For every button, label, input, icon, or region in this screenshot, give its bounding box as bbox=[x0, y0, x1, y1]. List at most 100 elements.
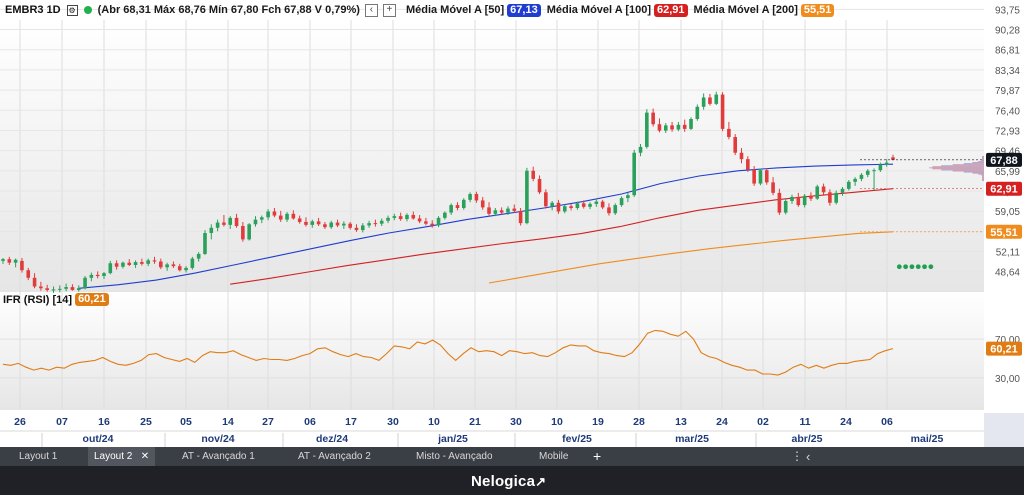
more-options-icon[interactable]: ⋮ bbox=[791, 449, 803, 463]
rsi-tick-label: 70,00 bbox=[995, 335, 1020, 346]
price-tick-label: 76,40 bbox=[995, 106, 1020, 117]
symbol-label[interactable]: EMBR3 1D bbox=[5, 4, 61, 16]
candle-body bbox=[241, 226, 245, 240]
candle-body bbox=[367, 223, 371, 226]
price-tick-label: 79,87 bbox=[995, 86, 1020, 97]
candle-body bbox=[89, 274, 94, 278]
candle-body bbox=[392, 216, 397, 218]
candle-body bbox=[342, 223, 346, 226]
tab-layout-1[interactable]: Layout 1 bbox=[19, 451, 58, 462]
tab-at-avancado-1[interactable]: AT - Avançado 1 bbox=[182, 451, 255, 462]
tab-mobile[interactable]: Mobile bbox=[539, 451, 569, 462]
price-tick-label: 86,81 bbox=[995, 46, 1020, 57]
ma200-value: 55,51 bbox=[800, 3, 835, 17]
candle-body bbox=[184, 267, 188, 271]
candle-body bbox=[114, 263, 119, 267]
price-pane-bg bbox=[0, 20, 984, 290]
candle-body bbox=[373, 223, 378, 225]
candle-body bbox=[632, 152, 637, 196]
candle-body bbox=[701, 97, 706, 107]
add-indicator-icon[interactable]: + bbox=[382, 3, 396, 17]
price-tick-label: 48,64 bbox=[995, 268, 1020, 279]
axis-corner bbox=[984, 413, 1024, 447]
candle-body bbox=[809, 195, 813, 199]
candle-body bbox=[663, 125, 668, 131]
candle-body bbox=[815, 186, 820, 199]
brand-name: Nelogica bbox=[471, 473, 536, 490]
scroll-left-icon[interactable]: ‹ bbox=[806, 449, 811, 464]
candle-body bbox=[569, 206, 573, 208]
price-tag bbox=[986, 224, 1022, 239]
day-tick-label: 17 bbox=[345, 416, 357, 428]
live-status-icon bbox=[83, 6, 92, 14]
day-tick-label: 11 bbox=[799, 416, 810, 428]
candle-body bbox=[316, 221, 321, 225]
candle-body bbox=[638, 146, 643, 153]
candle-body bbox=[310, 221, 315, 225]
candle-body bbox=[209, 227, 214, 233]
ma50-label: Média Móvel A [50] bbox=[405, 4, 505, 16]
signal-dot bbox=[903, 264, 909, 270]
candle-body bbox=[613, 205, 618, 214]
candle-body bbox=[278, 215, 283, 220]
candle-body bbox=[171, 264, 176, 267]
candle-body bbox=[133, 262, 138, 265]
ma100-label: Média Móvel A [100] bbox=[546, 4, 652, 16]
ohlc-readout: (Abr 68,31 Máx 68,76 Mín 67,80 Fch 67,88… bbox=[97, 4, 360, 16]
price-tick-label: 93,75 bbox=[995, 5, 1020, 16]
rsi-tag-text: 60,21 bbox=[990, 344, 1018, 356]
candle-body bbox=[872, 170, 876, 172]
candle-body bbox=[121, 262, 125, 267]
candle-body bbox=[159, 261, 163, 268]
candle-body bbox=[544, 192, 548, 207]
signal-dot bbox=[896, 264, 902, 270]
candle-body bbox=[259, 217, 264, 220]
tab-layout-2[interactable]: Layout 2 ✕ bbox=[88, 447, 156, 466]
price-tag-text: 55,51 bbox=[990, 227, 1018, 239]
candle-body bbox=[424, 221, 428, 224]
tab-misto-avancado[interactable]: Misto - Avançado bbox=[416, 451, 493, 462]
candle-body bbox=[752, 169, 756, 184]
candle-body bbox=[657, 124, 662, 131]
candle-body bbox=[758, 170, 763, 184]
candle-body bbox=[26, 270, 31, 278]
candle-body bbox=[146, 260, 150, 264]
day-tick-label: 25 bbox=[140, 416, 152, 428]
candle-body bbox=[499, 210, 504, 213]
signal-dot bbox=[909, 264, 915, 270]
tab-at-avancado-2[interactable]: AT - Avançado 2 bbox=[298, 451, 371, 462]
candle-body bbox=[177, 266, 182, 271]
day-tick-label: 05 bbox=[180, 416, 192, 428]
candle-body bbox=[796, 196, 801, 206]
candle-body bbox=[228, 217, 233, 225]
candle-body bbox=[783, 201, 788, 213]
month-tick-label: out/24 bbox=[83, 433, 114, 445]
candle-body bbox=[537, 178, 542, 193]
candle-body bbox=[272, 211, 277, 216]
rsi-value: 60,21 bbox=[75, 293, 109, 306]
candle-body bbox=[727, 128, 731, 138]
price-tick-label: 90,28 bbox=[995, 26, 1020, 37]
candle-body bbox=[859, 174, 864, 179]
ma200-label: Média Móvel A [200] bbox=[693, 4, 798, 16]
close-tab-icon[interactable]: ✕ bbox=[140, 451, 150, 462]
price-tag bbox=[986, 181, 1022, 196]
collapse-icon[interactable]: ‹ bbox=[364, 3, 378, 17]
candle-body bbox=[506, 208, 510, 213]
candle-body bbox=[64, 287, 68, 289]
settings-icon[interactable]: ⚙ bbox=[66, 4, 78, 16]
add-tab-icon[interactable]: + bbox=[593, 448, 602, 464]
candle-body bbox=[619, 198, 624, 206]
candle-body bbox=[581, 203, 586, 207]
candle-body bbox=[39, 286, 43, 289]
candle-body bbox=[670, 125, 674, 130]
ma100-line bbox=[230, 188, 894, 285]
day-tick-label: 10 bbox=[428, 416, 440, 428]
candle-body bbox=[215, 222, 220, 228]
candle-body bbox=[234, 217, 239, 227]
candle-body bbox=[556, 202, 561, 212]
candle-body bbox=[771, 182, 775, 193]
candle-body bbox=[626, 195, 630, 199]
day-tick-label: 10 bbox=[551, 416, 563, 428]
